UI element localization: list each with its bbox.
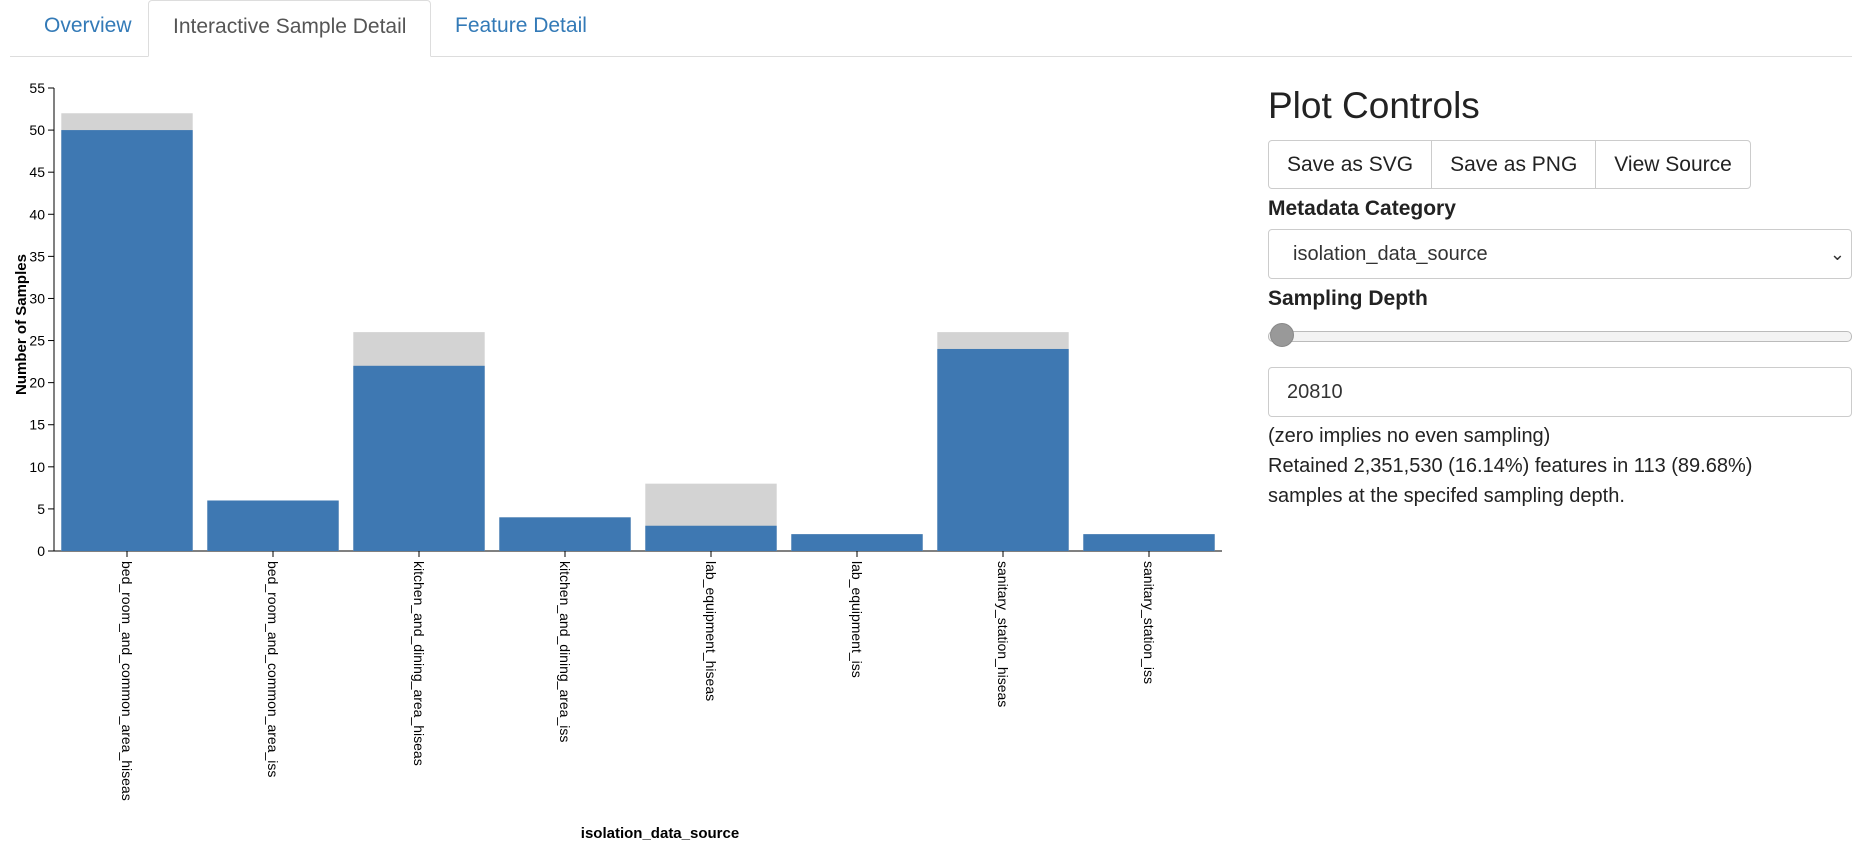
tab-feature-detail[interactable]: Feature Detail xyxy=(455,14,587,37)
sampling-depth-input[interactable]: 20810 xyxy=(1268,367,1852,417)
metadata-category-value: isolation_data_source xyxy=(1293,243,1488,265)
bar-chart: 0 5 10 15 20 25 30 35 40 45 50 55 bed_room_and_commo… xyxy=(13,80,1222,842)
bar-retained[interactable] xyxy=(645,525,777,551)
y-tick-label: 5 xyxy=(37,501,45,517)
export-button-group: Save as SVG Save as PNG View Source xyxy=(1268,140,1852,189)
tab-interactive-sample-detail[interactable]: Interactive Sample Detail xyxy=(148,0,432,57)
y-tick-label: 30 xyxy=(29,290,45,306)
bar-retained[interactable] xyxy=(499,517,631,551)
save-png-button[interactable]: Save as PNG xyxy=(1431,140,1597,189)
plot-controls-title: Plot Controls xyxy=(1268,85,1480,126)
save-svg-button[interactable]: Save as SVG xyxy=(1268,140,1433,189)
sampling-depth-slider[interactable] xyxy=(1268,315,1852,355)
bar-retained[interactable] xyxy=(1083,534,1215,551)
y-tick-label: 15 xyxy=(29,417,45,433)
x-axis-title: isolation_data_source xyxy=(581,825,739,842)
y-tick-label: 55 xyxy=(29,80,45,96)
y-tick-label: 40 xyxy=(29,206,45,222)
plot-controls: Plot Controls Save as SVG Save as PNG Vi… xyxy=(1268,80,1852,511)
sampling-depth-help: (zero implies no even sampling) xyxy=(1268,425,1551,447)
y-tick-label: 50 xyxy=(29,122,45,138)
y-tick-label: 35 xyxy=(29,248,45,264)
y-tick-label: 20 xyxy=(29,375,45,391)
y-tick-label: 0 xyxy=(37,543,45,559)
x-tick-label: lab_equipment_iss xyxy=(849,561,865,678)
y-axis-title: Number of Samples xyxy=(13,254,30,395)
metadata-category-select[interactable]: isolation_data_source ⌄ xyxy=(1268,229,1852,279)
metadata-category-label: Metadata Category xyxy=(1268,197,1456,220)
x-tick-label: bed_room_and_common_area_hiseas xyxy=(119,561,135,801)
y-tick-label: 10 xyxy=(29,459,45,475)
x-tick-label: bed_room_and_common_area_iss xyxy=(265,561,281,777)
x-tick-label: kitchen_and_dining_area_iss xyxy=(557,561,573,742)
bar-retained[interactable] xyxy=(791,534,923,551)
sampling-depth-label: Sampling Depth xyxy=(1268,287,1428,310)
bar-retained[interactable] xyxy=(353,365,485,551)
x-tick-label: lab_equipment_hiseas xyxy=(703,561,719,701)
bar-retained[interactable] xyxy=(207,500,339,551)
y-tick-label: 45 xyxy=(29,164,45,180)
x-tick-label: kitchen_and_dining_area_hiseas xyxy=(411,561,427,766)
x-tick-label: sanitary_station_hiseas xyxy=(995,561,1011,707)
slider-track xyxy=(1268,331,1852,342)
slider-thumb[interactable] xyxy=(1270,323,1294,347)
bar-retained[interactable] xyxy=(937,348,1069,551)
tab-overview[interactable]: Overview xyxy=(44,14,132,37)
retained-info-line1: Retained 2,351,530 (16.14%) features in … xyxy=(1268,455,1753,477)
tab-bar: Overview Interactive Sample Detail Featu… xyxy=(10,0,1852,57)
view-source-button[interactable]: View Source xyxy=(1595,140,1751,189)
y-tick-label: 25 xyxy=(29,333,45,349)
chevron-down-icon: ⌄ xyxy=(1829,244,1845,264)
x-tick-label: sanitary_station_iss xyxy=(1141,561,1157,684)
bar-retained[interactable] xyxy=(61,130,193,551)
retained-info-line2: samples at the specifed sampling depth. xyxy=(1268,485,1625,507)
